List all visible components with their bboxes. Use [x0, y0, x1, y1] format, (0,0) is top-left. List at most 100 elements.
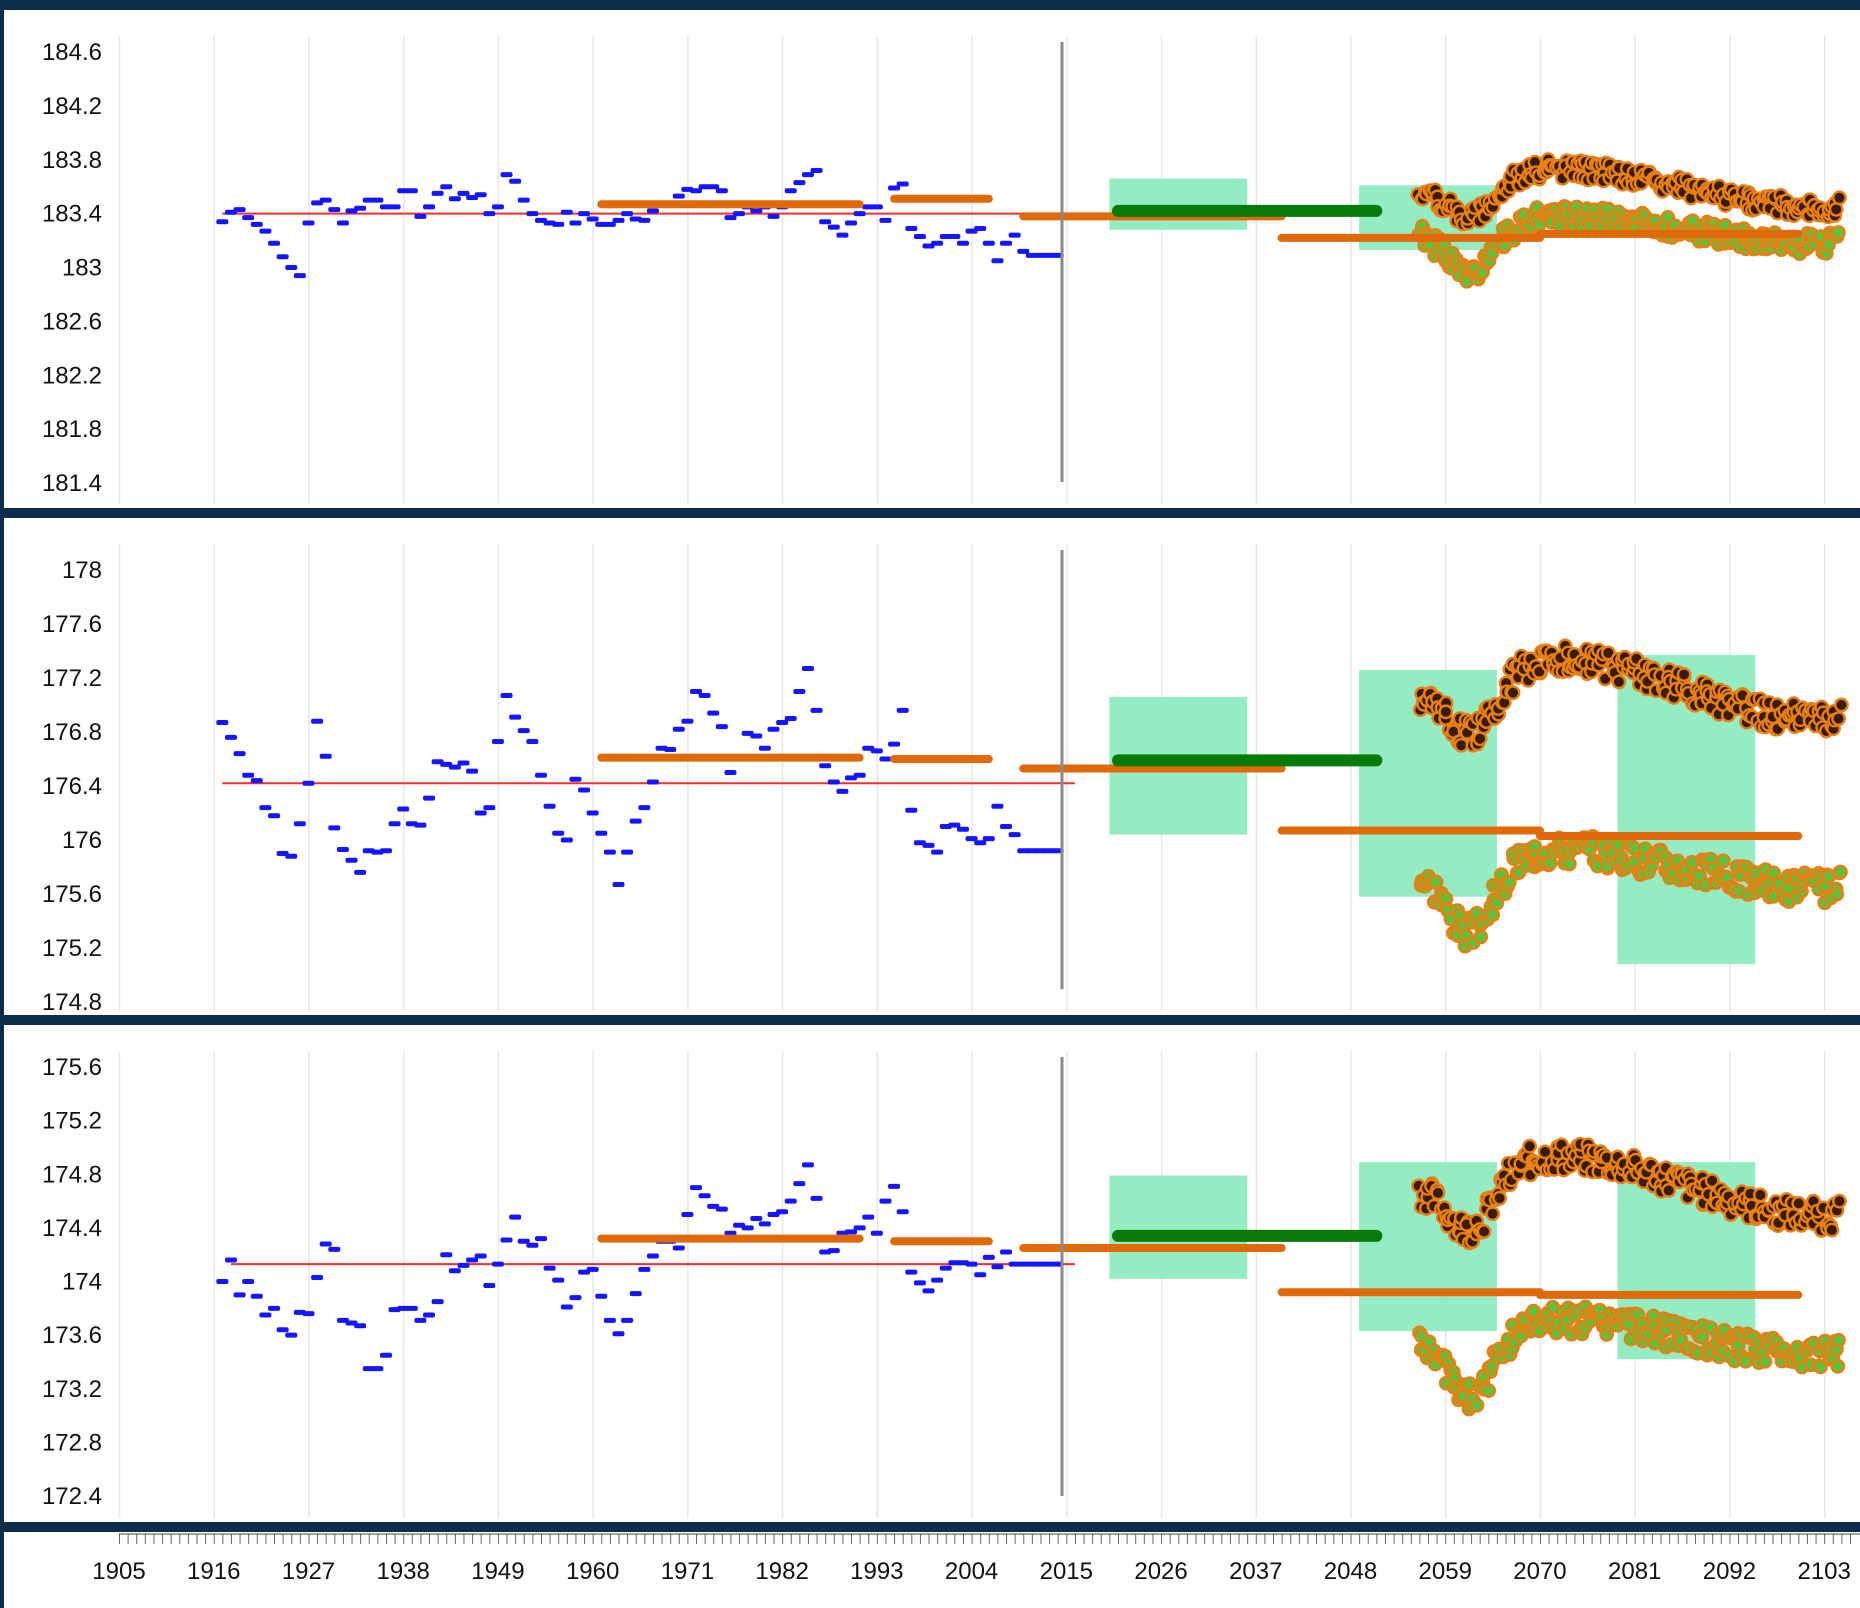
observed-point: [578, 787, 591, 793]
observed-point: [664, 747, 677, 753]
observed-point: [621, 1317, 634, 1323]
observed-point: [319, 753, 332, 759]
y-tick-label: 177.2: [42, 665, 102, 692]
x-tick-label: 2015: [1040, 1558, 1093, 1585]
observed-point: [328, 207, 341, 213]
observed-point: [819, 219, 832, 225]
observed-point: [500, 1237, 513, 1243]
observed-point: [552, 1277, 565, 1283]
grid-lines: [118, 1051, 1826, 1518]
observed-point: [491, 204, 504, 210]
low-scenario-point: [1428, 874, 1444, 890]
observed-point: [698, 693, 711, 699]
observed-point: [216, 219, 229, 225]
observed-point: [371, 1366, 384, 1372]
observed-point: [483, 805, 496, 811]
observed-point: [526, 738, 539, 744]
observed-point: [931, 240, 944, 246]
observed-point: [698, 1193, 711, 1199]
observed-point: [646, 208, 659, 214]
observed-point: [474, 1253, 487, 1259]
observed-point: [466, 1257, 479, 1263]
observed-series: [216, 1162, 1064, 1372]
observed-point: [612, 1331, 625, 1337]
y-tick-label: 173.6: [42, 1322, 102, 1349]
observed-point: [724, 1230, 737, 1236]
observed-point: [397, 806, 410, 812]
high-scenario-point: [1834, 697, 1849, 713]
observed-point: [948, 234, 961, 240]
x-tick-label: 2070: [1513, 1558, 1566, 1585]
observed-point: [534, 772, 547, 778]
low-scenario-point: [1473, 929, 1489, 945]
observed-point: [250, 1293, 263, 1299]
observed-point: [569, 776, 582, 782]
observed-point: [500, 693, 513, 699]
observed-point: [483, 211, 496, 217]
grid-lines: [118, 544, 1826, 1011]
y-tick-label: 177.6: [42, 611, 102, 638]
observed-point: [629, 818, 642, 824]
observed-point: [595, 1293, 608, 1299]
observed-point: [603, 221, 616, 227]
observed-point: [801, 172, 814, 178]
x-tick-label: 1949: [471, 1558, 524, 1585]
y-tick-label: 181.4: [42, 470, 102, 497]
observed-point: [690, 689, 702, 694]
observed-point: [810, 1195, 823, 1201]
observed-point: [879, 217, 892, 223]
observed-point: [784, 716, 797, 721]
observed-point: [991, 1264, 1004, 1270]
observed-point: [612, 217, 625, 223]
observed-point: [285, 1332, 298, 1338]
panel-top: 184.6 184.2 183.8 183.4 183 182.6 182.2 181.8 18…: [4, 10, 1860, 508]
observed-point: [423, 204, 436, 210]
observed-point: [879, 1198, 892, 1204]
x-tick-label: 2103: [1797, 1558, 1850, 1585]
observed-point: [293, 821, 306, 827]
observed-point: [715, 1206, 728, 1212]
observed-point: [810, 168, 823, 174]
observed-point: [690, 1185, 702, 1191]
observed-point: [423, 795, 436, 801]
observed-point: [414, 213, 427, 219]
low-scenario-point: [1469, 1397, 1485, 1413]
observed-point: [896, 1209, 909, 1215]
observed-point: [879, 756, 892, 762]
observed-point: [793, 180, 806, 186]
observed-point: [457, 190, 470, 196]
low-scenario-point: [1561, 856, 1577, 872]
low-scenario-point: [1481, 1383, 1497, 1398]
x-tick-label: 1927: [282, 1558, 335, 1585]
observed-point: [776, 720, 789, 726]
x-axis: 1905 1916 1927 1938 1949 1960 1971 1982 1993 2004…: [92, 1533, 1860, 1585]
observed-point: [354, 869, 367, 875]
observed-point: [517, 728, 530, 734]
observed-point: [1000, 1249, 1013, 1255]
observed-point: [509, 178, 522, 184]
observed-point: [509, 714, 522, 720]
observed-point: [457, 760, 470, 766]
observed-point: [233, 751, 246, 757]
observed-point: [569, 1295, 582, 1301]
observed-point: [560, 1304, 573, 1310]
y-tick-label: 175.6: [42, 881, 102, 908]
observed-point: [982, 1254, 995, 1260]
y-tick-label: 174: [62, 1269, 102, 1296]
observed-point: [801, 666, 814, 672]
observed-point: [500, 172, 513, 178]
high-scenario-point: [1505, 685, 1521, 701]
observed-point: [224, 734, 237, 740]
observed-point: [853, 1225, 866, 1231]
high-scenario-point: [1438, 704, 1454, 720]
chart-panel-3: 175.6 175.2 174.8 174.4 174 173.6 173.2 172.8 17…: [42, 1051, 1847, 1518]
observed-point: [931, 849, 944, 855]
observed-point: [870, 748, 883, 754]
high-scenario-point: [1676, 667, 1692, 682]
observed-point: [224, 1257, 237, 1263]
observed-point: [836, 788, 849, 794]
x-tick-labels: 1905 1916 1927 1938 1949 1960 1971 1982 1993 2004…: [92, 1558, 1851, 1585]
observed-point: [250, 778, 263, 784]
y-tick-label: 172.4: [42, 1483, 102, 1510]
